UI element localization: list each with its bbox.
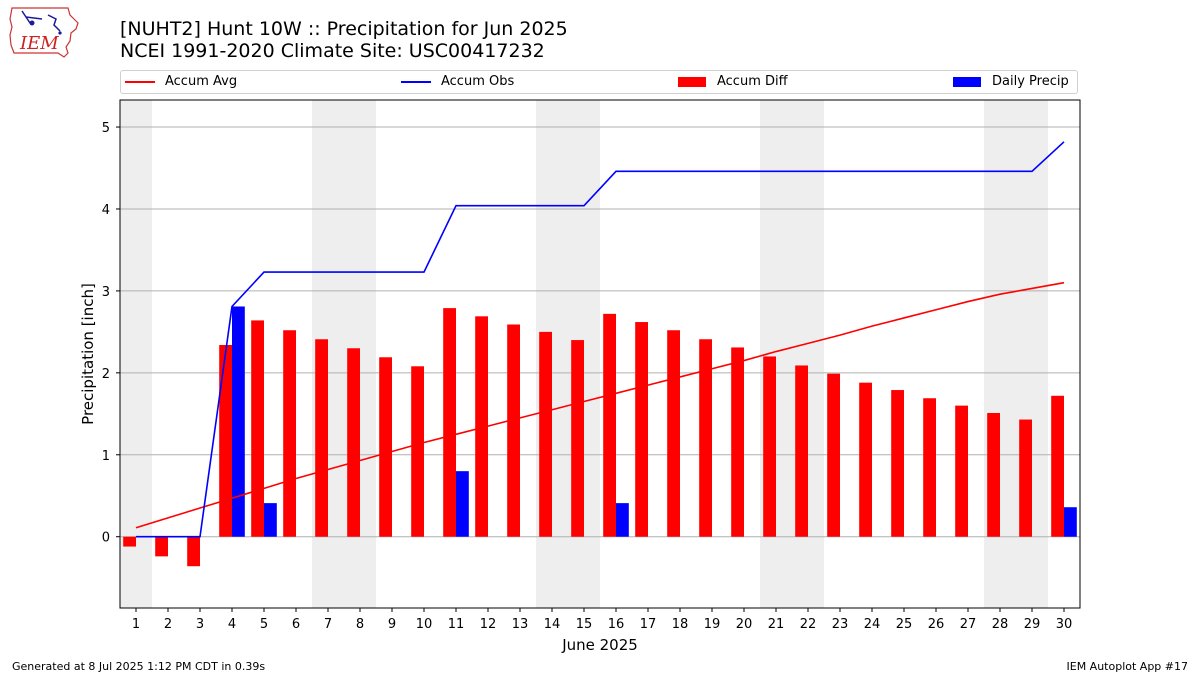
daily-precip-bar [456, 471, 469, 537]
legend-swatch-accum-avg [125, 81, 155, 83]
accum-diff-bar [763, 356, 776, 537]
logo-text: IEM [20, 33, 59, 54]
daily-precip-bar [232, 306, 245, 537]
weekend-shade [120, 100, 152, 608]
x-tick-label: 16 [608, 617, 625, 632]
accum-diff-bar [635, 322, 648, 537]
x-tick-label: 7 [324, 617, 332, 632]
accum-diff-bar [731, 347, 744, 537]
x-tick-label: 19 [704, 617, 721, 632]
x-tick-label: 24 [864, 617, 881, 632]
chart-legend: Accum Avg Accum Obs Accum Diff Daily Pre… [120, 70, 1078, 94]
daily-precip-bar [264, 503, 277, 537]
daily-precip-bar [616, 503, 629, 537]
legend-label-accum-diff: Accum Diff [717, 74, 788, 89]
accum-diff-bar [155, 536, 168, 557]
x-tick-label: 22 [800, 617, 817, 632]
accum-diff-bar [219, 344, 232, 537]
x-tick-label: 20 [736, 617, 753, 632]
accum-diff-bar [699, 339, 712, 537]
x-tick-label: 6 [292, 617, 300, 632]
accum-obs-line [136, 141, 1065, 538]
accum-diff-bar [667, 330, 680, 537]
x-axis-label: June 2025 [561, 636, 638, 654]
accum-diff-bar [571, 340, 584, 537]
iowa-state-outline-icon [9, 7, 79, 58]
x-tick-label: 13 [512, 617, 529, 632]
x-tick-label: 2 [164, 617, 172, 632]
x-tick-label: 1 [132, 617, 140, 632]
accum-diff-bar [859, 382, 872, 537]
daily-precip-bar [1064, 507, 1077, 537]
y-tick-label: 4 [102, 203, 110, 218]
y-axis-label: Precipitation [inch] [79, 283, 97, 425]
accum-diff-bar [315, 339, 328, 537]
accum-diff-bar [507, 324, 520, 537]
x-tick-label: 25 [896, 617, 913, 632]
accum-diff-bar [891, 390, 904, 537]
y-tick-label: 0 [102, 531, 110, 546]
accum-diff-bar [1019, 419, 1032, 537]
x-tick-label: 28 [992, 617, 1009, 632]
x-tick-label: 9 [388, 617, 396, 632]
accum-diff-bar [123, 536, 136, 547]
y-tick-label: 3 [102, 285, 110, 300]
y-tick-label: 1 [102, 449, 110, 464]
x-tick-label: 29 [1024, 617, 1041, 632]
x-tick-label: 17 [640, 617, 657, 632]
accum-diff-bar [475, 316, 488, 537]
x-tick-label: 15 [576, 617, 593, 632]
x-tick-label: 5 [260, 617, 268, 632]
legend-swatch-accum-obs [401, 81, 431, 83]
accum-diff-bar [187, 536, 200, 567]
accum-diff-bar [539, 331, 552, 537]
accum-diff-bar [795, 365, 808, 537]
accum-diff-bar [443, 308, 456, 537]
x-tick-label: 27 [960, 617, 977, 632]
x-tick-label: 8 [356, 617, 364, 632]
x-tick-label: 11 [448, 617, 465, 632]
accum-diff-bar [283, 330, 296, 537]
legend-label-daily-precip: Daily Precip [992, 74, 1069, 89]
accum-diff-bar [955, 405, 968, 537]
x-tick-label: 18 [672, 617, 689, 632]
accum-diff-bar [923, 398, 936, 537]
y-tick-label: 2 [102, 367, 110, 382]
chart-subtitle: NCEI 1991-2020 Climate Site: USC00417232 [120, 40, 545, 62]
accum-diff-bar [603, 313, 616, 537]
x-tick-label: 4 [228, 617, 236, 632]
x-tick-label: 26 [928, 617, 945, 632]
accum-diff-bar [379, 357, 392, 537]
x-tick-label: 10 [416, 617, 433, 632]
accum-avg-line [135, 281, 1065, 529]
accum-diff-bar [827, 373, 840, 537]
accum-diff-bar [1051, 395, 1064, 537]
x-tick-label: 3 [196, 617, 204, 632]
legend-swatch-accum-diff [678, 77, 706, 87]
iem-logo: IEM [8, 5, 80, 59]
x-tick-label: 12 [480, 617, 497, 632]
x-tick-label: 23 [832, 617, 849, 632]
x-tick-label: 30 [1056, 617, 1073, 632]
generated-timestamp: Generated at 8 Jul 2025 1:12 PM CDT in 0… [12, 660, 266, 673]
legend-swatch-daily-precip [953, 77, 981, 87]
x-tick-label: 14 [544, 617, 561, 632]
accum-diff-bar [411, 366, 424, 537]
accum-diff-bar [987, 412, 1000, 537]
accum-diff-bar [347, 348, 360, 537]
x-tick-label: 21 [768, 617, 785, 632]
legend-label-accum-avg: Accum Avg [165, 74, 238, 89]
legend-label-accum-obs: Accum Obs [441, 74, 515, 89]
plot-frame [119, 99, 1081, 609]
y-tick-label: 5 [102, 121, 110, 136]
autoplot-app-label: IEM Autoplot App #17 [1066, 660, 1189, 673]
chart-title: [NUHT2] Hunt 10W :: Precipitation for Ju… [120, 18, 568, 40]
accum-diff-bar [251, 320, 264, 537]
